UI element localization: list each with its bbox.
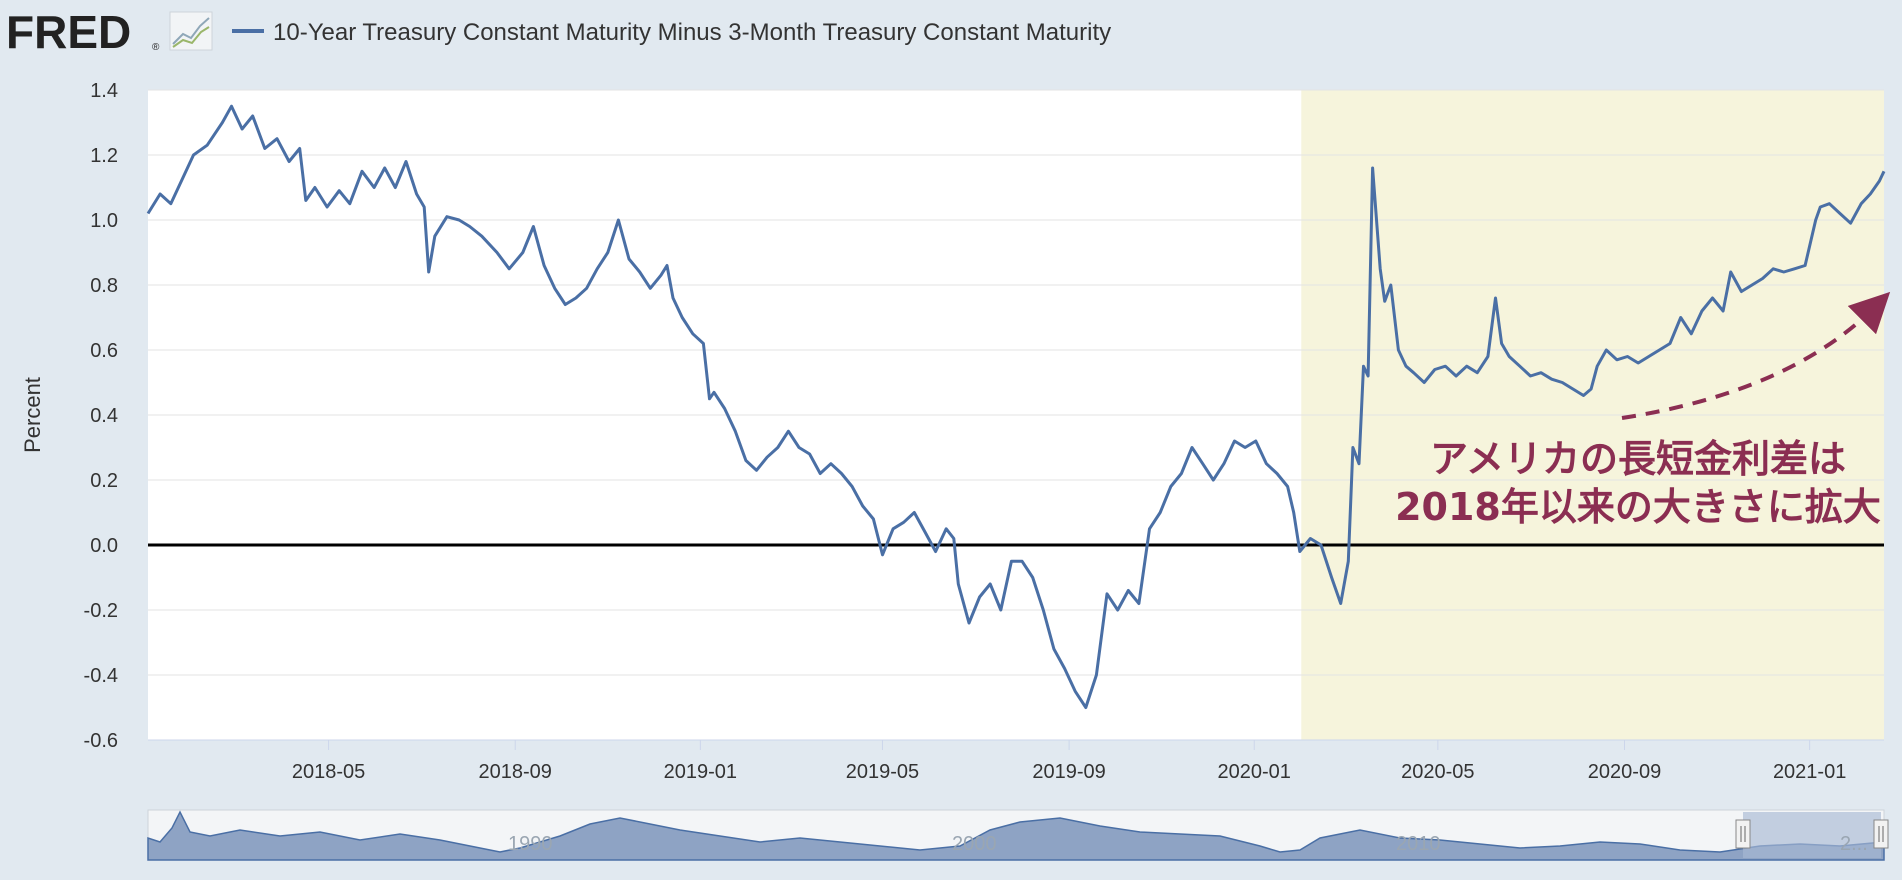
y-axis: 1.4 1.2 1.0 0.8 0.6 0.4 0.2 0.0 -0.2 -0.4 -0.6 [84,80,118,752]
legend: 10-Year Treasury Constant Maturity Minus… [232,19,1111,46]
x-tick-label: 2019-05 [846,761,919,783]
x-tick-label: 2018-09 [479,761,552,783]
x-tick-label: 2021-01 [1773,761,1846,783]
x-tick-label: 2020-01 [1218,761,1291,783]
navigator-right-handle[interactable] [1873,819,1889,849]
annotation-arrow [1621,291,1891,420]
y-tick-label: 0.0 [90,535,118,557]
y-tick-label: -0.4 [84,665,118,687]
navigator-label-2010: 2010 [1396,833,1441,855]
annotation-line-2: 2018年以来の大きさに拡大 [1395,485,1881,529]
y-tick-label: 0.6 [90,340,118,362]
fred-logo[interactable]: FRED ® [6,6,213,58]
x-tick-label: 2019-01 [664,761,737,783]
series-line-0 [146,104,1886,709]
x-tick-label: 2020-05 [1401,761,1474,783]
y-tick-label: 0.2 [90,470,118,492]
y-tick-label: -0.6 [84,730,118,752]
y-tick-label: 1.2 [90,145,118,167]
chart-line-icon [169,11,213,51]
y-tick-label: 1.4 [90,80,118,102]
navigator-selection[interactable] [1743,812,1881,858]
y-tick-label: -0.2 [84,600,118,622]
navigator-label-2000: 2000 [952,833,997,855]
y-tick-label: 0.4 [90,405,118,427]
x-tick-label: 2018-05 [292,761,365,783]
legend-label: 10-Year Treasury Constant Maturity Minus… [273,19,1111,46]
navigator-label-1990: 1990 [508,833,553,855]
y-tick-label: 1.0 [90,210,118,232]
logo-text: FRED [6,6,131,58]
navigator[interactable]: 1990 2000 2010 2... [147,809,1889,861]
annotation-line-1: アメリカの長短金利差は [1430,437,1846,481]
navigator-series-area [147,810,1885,861]
logo-registered: ® [152,42,160,53]
navigator-left-handle[interactable] [1735,819,1751,849]
series-group [146,104,1886,709]
x-tick-label: 2019-09 [1032,761,1105,783]
x-axis: 2018-05 2018-09 2019-01 2019-05 2019-09 2020-… [148,739,1884,783]
x-tick-label: 2020-09 [1588,761,1661,783]
y-tick-label: 0.8 [90,275,118,297]
y-axis-title: Percent [20,377,45,453]
navigator-label-last: 2... [1840,833,1868,855]
